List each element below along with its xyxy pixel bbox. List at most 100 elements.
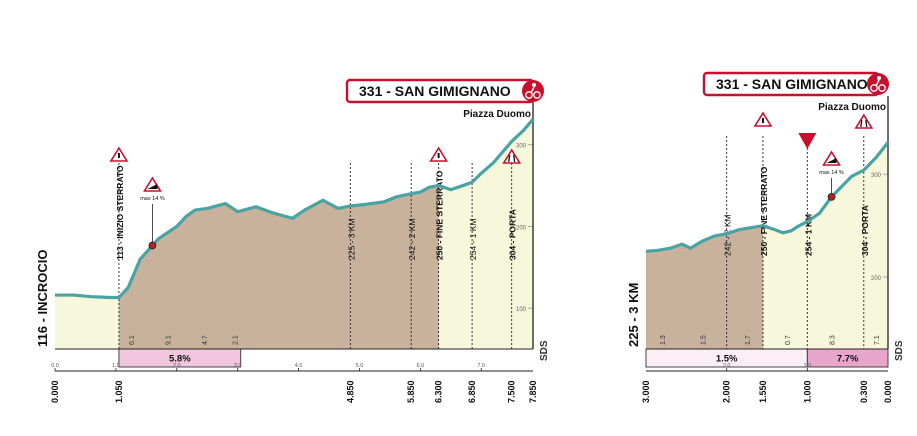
cyclist-icon-disc (522, 80, 544, 102)
gradient-label: 4.7 (202, 335, 209, 345)
cyclist-icon-rider-head (532, 83, 536, 87)
km-mark-label: 1.050 (114, 380, 124, 403)
gradient-label: 2.1 (233, 335, 240, 345)
profile-line (645, 141, 890, 253)
waypoint-label: 304 - PORTA (508, 209, 518, 260)
cyclist-icon-rider-body (875, 79, 880, 87)
x-tick-label: 0.0 (51, 363, 59, 369)
y-tick-label: 200 (871, 276, 882, 282)
narrow-road-icon-glyph-right (513, 154, 516, 163)
waypoint-label: 250 - FINE STERRATO (435, 170, 445, 260)
cyclist-icon-wheel-back (525, 91, 533, 99)
gradient-label: 1.7 (745, 335, 752, 345)
km-mark-label: 0.000 (883, 380, 893, 403)
steep-climb-icon-glyph (147, 184, 158, 189)
waypoint-label: 225 - 3 KM (346, 218, 356, 260)
title-text: 331 - SAN GIMIGNANO (359, 83, 511, 99)
profile-area-unpaved (118, 185, 439, 349)
x-tick-label: 7.0 (477, 363, 485, 369)
steep-climb-icon-glyph (826, 158, 837, 163)
steep-climb-icon (822, 150, 841, 166)
warning-icon (429, 146, 449, 162)
narrow-road-icon-glyph-left (860, 119, 863, 128)
x-tick-label: 1.0 (804, 363, 812, 369)
km-mark-label: 7.850 (528, 380, 538, 403)
km-mark-label: 0.000 (50, 380, 60, 403)
km-mark-label: 7.500 (507, 380, 517, 403)
sds-logo: SDS (539, 340, 550, 361)
gradient-bar-label: 7.7% (837, 354, 859, 365)
narrow-road-icon-glyph-left (508, 154, 511, 163)
waypoint-label: 254 - 1 KM (803, 214, 813, 256)
x-tick-label: 6.0 (417, 363, 425, 369)
waypoint-label: 113 - INIZIO STERRATO (115, 165, 125, 260)
x-tick-label: 2.0 (723, 363, 731, 369)
y-tick-label: 300 (516, 144, 527, 150)
cyclist-icon-rider-head (877, 76, 881, 80)
waypoint-label: 242 - 2 KM (407, 218, 417, 260)
steep-marker-dot (827, 192, 836, 201)
steep-label: max 14 % (140, 196, 165, 202)
km-mark-label: 1.550 (758, 380, 768, 403)
gradient-label: 1.3 (660, 335, 667, 345)
narrow-road-icon-shape (854, 113, 874, 129)
profile-chart-left: 100 200 300 113 - INIZIO STERRATO 225 - 3 KM… (35, 78, 550, 403)
subtitle-text: Piazza Duomo (818, 102, 886, 113)
profile-area-unpaved (646, 225, 763, 349)
steep-climb-icon-shape (142, 176, 162, 192)
waypoint-label: 304 - PORTA (860, 205, 870, 256)
km-mark-label: 2.000 (722, 380, 732, 403)
gradient-bar-label: 1.5% (716, 354, 738, 365)
steep-climb-icon-shape (822, 150, 841, 166)
narrow-road-icon-shape (502, 148, 522, 164)
red-flag-icon (798, 133, 817, 149)
warning-icon-glyph (437, 153, 440, 158)
subtitle-text: Piazza Duomo (463, 109, 531, 120)
km-mark-label: 3.000 (641, 380, 651, 403)
steep-label: max 14 % (819, 170, 844, 176)
gradient-label: 7.1 (874, 335, 881, 345)
km-mark-label: 0.300 (859, 380, 869, 403)
waypoint-label: 254 - 1 KM (468, 218, 478, 260)
y-tick-label: 200 (516, 225, 527, 231)
narrow-road-icon (854, 113, 874, 129)
y-tick-label: 300 (871, 173, 882, 179)
waypoint-label: 250 - FINE STERRATO (759, 166, 769, 256)
narrow-road-icon-glyph-right (865, 119, 868, 128)
x-tick-label: 5.0 (356, 363, 364, 369)
gradient-label: 9.1 (166, 335, 173, 345)
profile-line (55, 118, 535, 300)
cyclist-icon-disc (867, 73, 889, 95)
gradient-label: 8.3 (830, 335, 837, 345)
sds-logo-text: SDS (894, 340, 905, 361)
km-mark-label: 6.850 (467, 380, 477, 403)
steep-climb-icon (142, 176, 162, 192)
start-label: 116 - INCROCIO (35, 249, 50, 347)
x-tick-label: 3.0 (234, 363, 242, 369)
warning-icon (109, 146, 129, 162)
km-mark-label: 1.000 (802, 380, 812, 403)
km-mark-label: 5.850 (406, 380, 416, 403)
cyclist-icon-wheel-front (533, 91, 541, 99)
cyclist-icon (522, 80, 544, 102)
cyclist-icon (867, 73, 889, 95)
x-tick-label: 4.0 (295, 363, 303, 369)
gradient-label: 0.7 (785, 335, 792, 345)
cyclist-icon-wheel-front (878, 84, 886, 92)
gradient-label: 1.5 (700, 335, 707, 345)
title-text: 331 - SAN GIMIGNANO (716, 76, 868, 92)
warning-icon (753, 111, 773, 127)
warning-icon-glyph (761, 118, 764, 123)
steep-marker-dot (148, 241, 157, 250)
sds-logo-text: SDS (539, 340, 550, 361)
start-label: 225 - 3 KM (626, 283, 641, 347)
x-tick-label: 2.0 (173, 363, 181, 369)
cyclist-icon-wheel-back (870, 84, 878, 92)
cyclist-icon-rider-body (530, 86, 535, 94)
y-tick-label: 100 (516, 307, 527, 313)
km-mark-label: 6.300 (434, 380, 444, 403)
gradient-bar-label: 5.8% (169, 354, 191, 365)
km-mark-label: 4.850 (345, 380, 355, 403)
gradient-label: 6.1 (129, 335, 136, 345)
